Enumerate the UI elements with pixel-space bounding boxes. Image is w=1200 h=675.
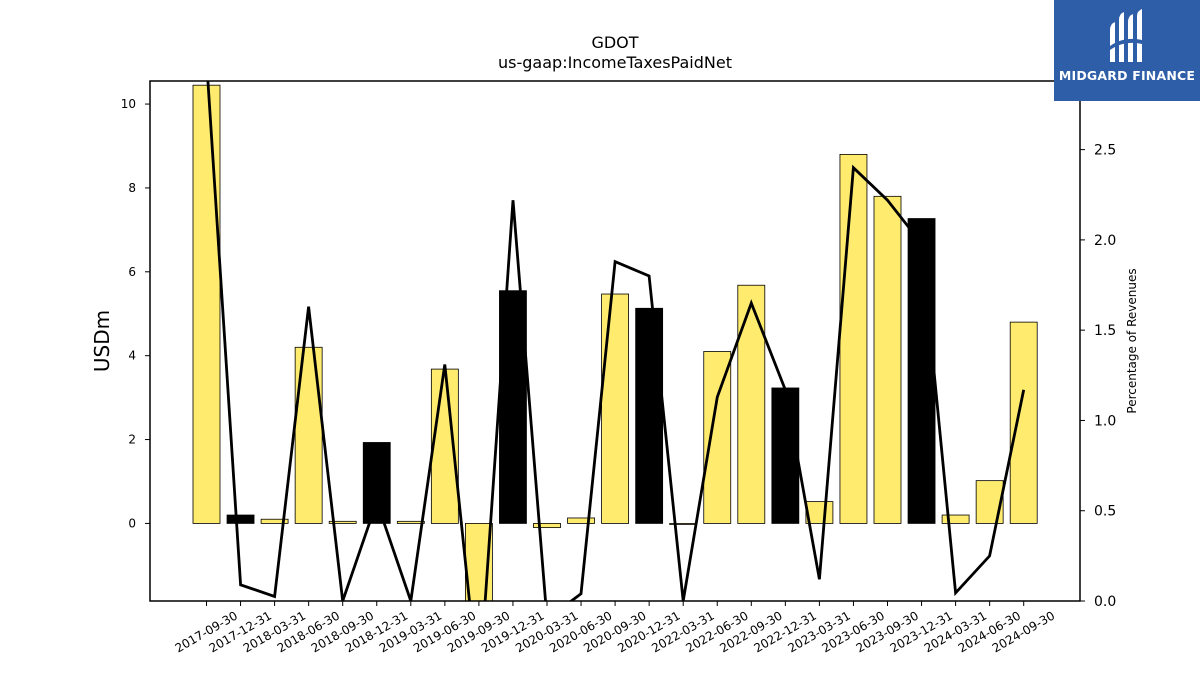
bar-2019-03-31 <box>396 520 425 524</box>
bar-2023-09-30 <box>873 195 902 524</box>
y2-axis: 0.0 0.5 1.0 1.5 2.0 2.5 <box>1080 143 1116 610</box>
bar-2017-09-30 <box>192 84 221 524</box>
bar-series <box>192 84 1038 601</box>
logo-mark-icon <box>1110 9 1142 62</box>
y2-tick-label: 0.0 <box>1094 594 1116 610</box>
y2-tick-label: 0.5 <box>1094 504 1116 520</box>
percentage-line <box>206 81 1026 601</box>
bar-2024-06-30 <box>975 480 1004 524</box>
y-tick-label: 4 <box>128 349 136 363</box>
y-tick-label: 6 <box>128 265 136 279</box>
line-series <box>206 81 1026 601</box>
y-tick-label: 0 <box>128 516 136 530</box>
midgard-finance-logo: MIDGARD FINANCE <box>1054 0 1200 101</box>
bar-2020-09-30 <box>601 293 629 524</box>
chart-title: GDOT <box>591 33 638 52</box>
y2-axis-label: Percentage of Revenues <box>1125 268 1139 413</box>
bar-2022-06-30 <box>703 351 732 524</box>
bar-2024-09-30 <box>1009 321 1038 524</box>
bar-2020-12-31 <box>635 307 664 524</box>
bar-2022-12-31 <box>771 387 800 524</box>
y-tick-label: 10 <box>121 97 136 111</box>
bar-2022-09-30 <box>737 284 766 524</box>
y-tick-label: 2 <box>128 433 136 447</box>
logo-text: MIDGARD FINANCE <box>1058 68 1196 83</box>
bar-2018-12-31 <box>362 442 391 524</box>
bar-2023-12-31 <box>907 218 936 524</box>
y2-tick-label: 2.5 <box>1094 143 1116 159</box>
y-tick-label: 8 <box>128 181 136 195</box>
y2-tick-label: 1.0 <box>1094 413 1116 429</box>
x-axis: 2017-09-302017-12-312018-03-312018-06-30… <box>173 601 1057 655</box>
bar-2018-09-30 <box>328 520 357 524</box>
y-axis-label: USDm <box>90 310 114 372</box>
y2-tick-label: 2.0 <box>1094 233 1116 249</box>
bar-2020-03-31 <box>533 523 561 529</box>
y2-tick-label: 1.5 <box>1094 323 1116 339</box>
bar-2023-06-30 <box>839 153 868 524</box>
bar-2018-03-31 <box>260 518 289 524</box>
y-axis: 0 2 4 6 8 10 <box>121 97 150 530</box>
bar-2017-12-31 <box>226 514 255 524</box>
bar-2020-06-30 <box>567 517 595 524</box>
bar-2024-03-31 <box>941 514 970 524</box>
chart-subtitle: us-gaap:IncomeTaxesPaidNet <box>498 53 732 72</box>
bar-2018-06-30 <box>294 346 323 524</box>
